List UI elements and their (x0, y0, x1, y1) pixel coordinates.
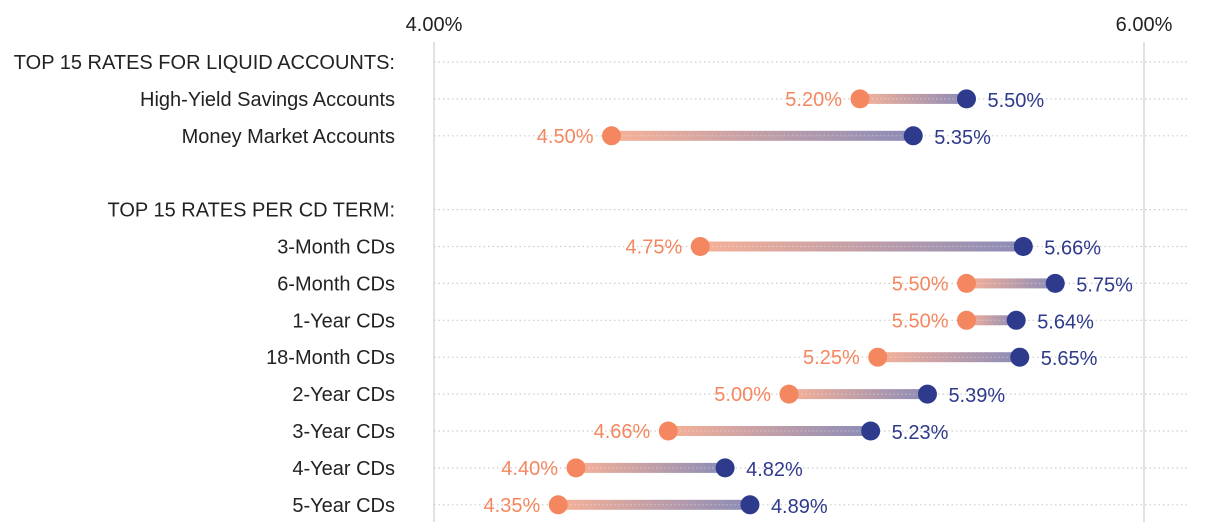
low-value-label: 4.35% (484, 495, 541, 517)
x-tick-label: 6.00% (1116, 14, 1173, 36)
category-label: 6-Month CDs (277, 273, 395, 295)
high-value-label: 5.65% (1041, 348, 1098, 370)
low-value-label: 5.00% (714, 384, 771, 406)
low-value-label: 5.50% (892, 273, 949, 295)
high-point (1045, 273, 1065, 293)
high-value-label: 5.64% (1037, 311, 1094, 333)
category-label: 18-Month CDs (266, 347, 395, 369)
low-point (850, 89, 870, 109)
labels-layer: TOP 15 RATES FOR LIQUID ACCOUNTS: High-Yi… (14, 52, 1133, 518)
range-bar (611, 130, 914, 141)
high-point (715, 458, 735, 478)
category-label: 2-Year CDs (292, 384, 395, 406)
high-point (1006, 310, 1026, 330)
category-label: 3-Month CDs (277, 237, 395, 259)
high-point (917, 384, 937, 404)
low-point (566, 458, 586, 478)
range-bar (700, 241, 1024, 252)
category-label: 4-Year CDs (292, 458, 395, 480)
section-header: TOP 15 RATES FOR LIQUID ACCOUNTS: (14, 52, 395, 74)
high-point (957, 89, 976, 109)
category-label: Money Market Accounts (182, 126, 395, 148)
marks-layer (548, 89, 1065, 515)
x-tick-label: 4.00% (406, 14, 463, 36)
high-value-label: 5.39% (948, 385, 1005, 407)
category-label: 3-Year CDs (292, 421, 395, 443)
high-value-label: 5.35% (934, 127, 991, 149)
high-point (740, 495, 760, 515)
low-point (548, 495, 568, 515)
low-value-label: 5.20% (785, 89, 842, 111)
high-point (861, 421, 881, 441)
axis-layer: 4.00% 6.00% (406, 14, 1173, 522)
low-point (602, 126, 621, 146)
range-bar (966, 278, 1056, 289)
range-bar (668, 426, 871, 436)
high-value-label: 5.23% (892, 422, 949, 444)
high-point (903, 126, 923, 146)
range-bar (789, 389, 928, 400)
range-bar (877, 352, 1020, 363)
category-label: 5-Year CDs (292, 495, 395, 517)
low-point (690, 237, 710, 256)
high-value-label: 4.82% (746, 459, 803, 481)
low-point (868, 347, 888, 367)
low-point (658, 421, 678, 441)
section-header: TOP 15 RATES PER CD TERM: (108, 200, 395, 222)
high-value-label: 5.66% (1044, 238, 1101, 260)
low-point (957, 310, 976, 330)
high-value-label: 5.75% (1076, 274, 1133, 296)
low-value-label: 5.50% (892, 310, 949, 332)
category-label: High-Yield Savings Accounts (140, 89, 395, 111)
low-value-label: 4.75% (626, 237, 683, 259)
range-bar (860, 93, 967, 104)
range-bar (576, 462, 726, 473)
high-value-label: 4.89% (771, 496, 828, 518)
high-point (1010, 347, 1030, 367)
low-point (957, 273, 976, 293)
category-label: 1-Year CDs (292, 310, 395, 332)
range-bar (966, 315, 1017, 326)
high-value-label: 5.50% (988, 90, 1045, 112)
low-value-label: 4.66% (594, 421, 651, 443)
low-value-label: 5.25% (803, 347, 860, 369)
low-value-label: 4.40% (501, 458, 558, 480)
range-bar (558, 499, 750, 510)
high-point (1013, 237, 1033, 256)
low-value-label: 4.50% (537, 126, 594, 148)
low-point (779, 384, 799, 404)
